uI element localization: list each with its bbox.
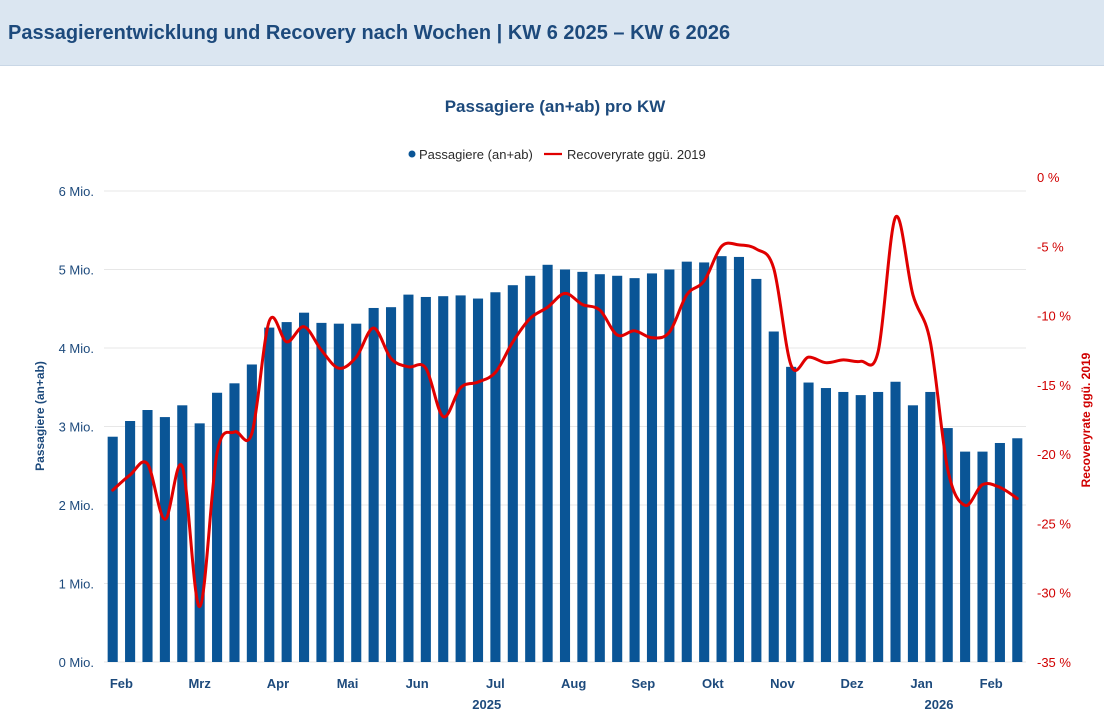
bar bbox=[351, 323, 362, 662]
bar bbox=[820, 388, 831, 662]
bar bbox=[960, 451, 971, 662]
bar bbox=[942, 428, 953, 662]
y-right-tick-label: -10 % bbox=[1037, 309, 1071, 324]
x-month-label: Dez bbox=[840, 676, 864, 691]
bar bbox=[333, 323, 344, 662]
bar bbox=[664, 269, 675, 662]
bar bbox=[229, 383, 240, 662]
x-month-label: Mai bbox=[337, 676, 359, 691]
y-right-tick-label: -25 % bbox=[1037, 516, 1071, 531]
x-month-label: Mrz bbox=[188, 676, 211, 691]
x-month-label: Jun bbox=[406, 676, 429, 691]
bar bbox=[803, 382, 814, 662]
bar bbox=[403, 294, 414, 662]
bar bbox=[420, 296, 431, 662]
bar bbox=[107, 436, 118, 662]
x-month-label: Okt bbox=[702, 676, 724, 691]
y-right-tick-label: -5 % bbox=[1037, 239, 1064, 254]
bar bbox=[699, 262, 710, 662]
bar bbox=[472, 298, 484, 662]
y-left-tick-label: 5 Mio. bbox=[59, 263, 94, 278]
y-left-tick-label: 4 Mio. bbox=[59, 341, 94, 356]
bar bbox=[507, 285, 518, 662]
bar bbox=[125, 421, 136, 662]
bar bbox=[542, 264, 553, 662]
bar-series bbox=[107, 256, 1023, 662]
y-left-tick-label: 2 Mio. bbox=[59, 498, 94, 513]
bar bbox=[646, 273, 658, 662]
y-right-tick-label: -15 % bbox=[1037, 378, 1071, 393]
bar bbox=[716, 256, 727, 662]
bar bbox=[855, 395, 866, 662]
bar bbox=[594, 274, 605, 662]
bar bbox=[212, 392, 223, 662]
recovery-line bbox=[111, 215, 1019, 609]
y-right-tick-label: 0 % bbox=[1037, 170, 1060, 185]
bar bbox=[299, 312, 310, 662]
bar bbox=[577, 271, 588, 662]
x-year-label: 2026 bbox=[925, 697, 954, 712]
y-left-tick-label: 3 Mio. bbox=[59, 420, 94, 435]
y-right-tick-label: -20 % bbox=[1037, 447, 1071, 462]
x-month-label: Feb bbox=[980, 676, 1003, 691]
bar bbox=[281, 322, 292, 662]
header-bar: Passagierentwicklung und Recovery nach W… bbox=[0, 0, 1104, 66]
bar bbox=[768, 331, 779, 662]
bar bbox=[907, 405, 918, 662]
x-month-label: Apr bbox=[267, 676, 289, 691]
bar bbox=[159, 417, 170, 662]
y-left-tick-label: 6 Mio. bbox=[59, 184, 94, 199]
bar bbox=[194, 423, 205, 662]
bar bbox=[612, 275, 623, 662]
x-month-label: Sep bbox=[631, 676, 655, 691]
bar bbox=[142, 410, 153, 662]
x-month-label: Jan bbox=[910, 676, 932, 691]
bar bbox=[438, 296, 449, 662]
bar bbox=[316, 322, 327, 662]
legend-bar-label: Passagiere (an+ab) bbox=[419, 147, 533, 162]
bar bbox=[838, 391, 849, 662]
legend-bar-marker bbox=[408, 150, 416, 158]
page-title: Passagierentwicklung und Recovery nach W… bbox=[8, 22, 731, 44]
x-year-label: 2025 bbox=[472, 697, 501, 712]
bar bbox=[977, 451, 988, 662]
chart-title: Passagiere (an+ab) pro KW bbox=[445, 97, 667, 116]
bar bbox=[525, 275, 536, 662]
bar bbox=[873, 391, 884, 662]
bar bbox=[751, 278, 762, 662]
bar bbox=[177, 405, 188, 662]
bar bbox=[925, 391, 936, 662]
x-month-label: Jul bbox=[486, 676, 505, 691]
y-left-axis-title: Passagiere (an+ab) bbox=[33, 361, 47, 471]
y-right-tick-label: -35 % bbox=[1037, 655, 1071, 670]
y-right-tick-label: -30 % bbox=[1037, 586, 1071, 601]
legend: Passagiere (an+ab) Recoveryrate ggü. 201… bbox=[408, 147, 706, 162]
x-month-label: Aug bbox=[561, 676, 586, 691]
bar bbox=[246, 364, 257, 662]
y-left-tick-label: 0 Mio. bbox=[59, 655, 94, 670]
bar bbox=[681, 261, 692, 662]
axes: 0 Mio. 1 Mio. 2 Mio. 3 Mio. 4 Mio. 5 Mio. 6 Mi… bbox=[59, 170, 1072, 712]
bar bbox=[368, 307, 379, 662]
x-month-label: Feb bbox=[110, 676, 133, 691]
bar bbox=[385, 307, 397, 662]
bar bbox=[994, 442, 1005, 662]
bar bbox=[264, 327, 275, 662]
bar bbox=[733, 256, 745, 662]
y-right-axis-title: Recoveryrate ggü. 2019 bbox=[1079, 352, 1093, 487]
x-month-label: Nov bbox=[770, 676, 795, 691]
bar bbox=[890, 381, 901, 662]
bar bbox=[629, 278, 640, 662]
bar bbox=[1012, 438, 1023, 662]
y-left-tick-label: 1 Mio. bbox=[59, 577, 94, 592]
bar bbox=[559, 269, 571, 662]
legend-line-label: Recoveryrate ggü. 2019 bbox=[567, 147, 706, 162]
bar bbox=[786, 366, 797, 662]
bar bbox=[455, 295, 466, 662]
bar bbox=[490, 292, 501, 662]
line-series bbox=[111, 215, 1019, 609]
